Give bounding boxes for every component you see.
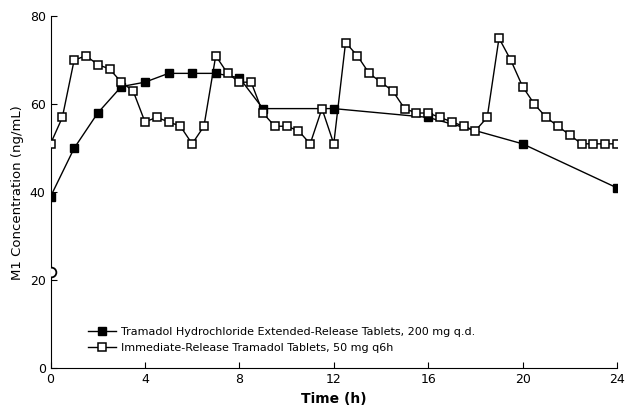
Legend: Tramadol Hydrochloride Extended-Release Tablets, 200 mg q.d., Immediate-Release : Tramadol Hydrochloride Extended-Release … — [85, 324, 479, 356]
Y-axis label: M1 Concentration (ng/mL): M1 Concentration (ng/mL) — [11, 105, 24, 280]
X-axis label: Time (h): Time (h) — [301, 392, 366, 406]
